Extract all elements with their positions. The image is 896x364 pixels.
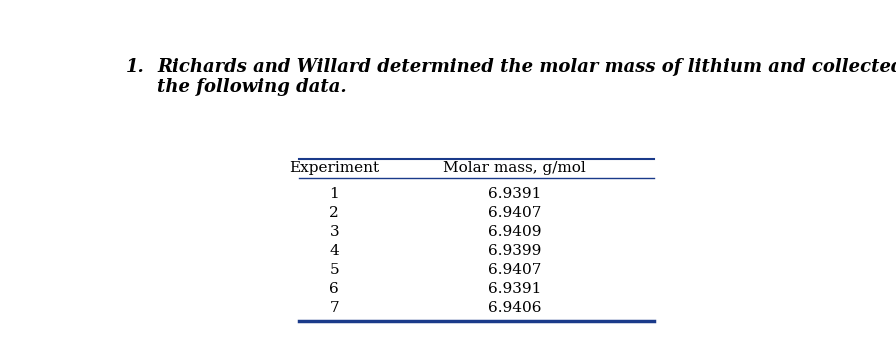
Text: 2: 2 xyxy=(330,206,339,220)
Text: 6.9407: 6.9407 xyxy=(488,206,541,220)
Text: 3: 3 xyxy=(330,225,339,239)
Text: 6.9391: 6.9391 xyxy=(488,187,541,201)
Text: 6.9406: 6.9406 xyxy=(488,301,541,315)
Text: 6: 6 xyxy=(330,282,339,296)
Text: 4: 4 xyxy=(330,244,339,258)
Text: 6.9391: 6.9391 xyxy=(488,282,541,296)
Text: 6.9407: 6.9407 xyxy=(488,263,541,277)
Text: Molar mass, g/mol: Molar mass, g/mol xyxy=(444,161,586,175)
Text: 1: 1 xyxy=(330,187,339,201)
Text: 6.9409: 6.9409 xyxy=(488,225,541,239)
Text: 6.9399: 6.9399 xyxy=(488,244,541,258)
Text: Experiment: Experiment xyxy=(289,161,379,175)
Text: Richards and Willard determined the molar mass of lithium and collected
the foll: Richards and Willard determined the mola… xyxy=(157,58,896,96)
Text: 5: 5 xyxy=(330,263,339,277)
Text: 7: 7 xyxy=(330,301,339,315)
Text: 1.: 1. xyxy=(125,58,144,76)
